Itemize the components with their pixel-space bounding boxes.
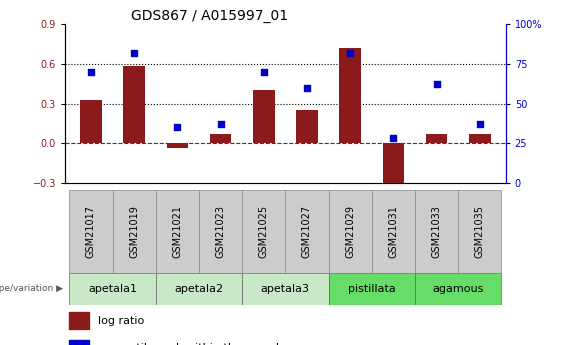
Bar: [210, 134, 231, 143]
Text: GSM21033: GSM21033: [432, 205, 441, 258]
Point: [259, 69, 268, 75]
Bar: [383, 143, 404, 194]
Bar: [167, 143, 188, 148]
Text: GSM21017: GSM21017: [86, 205, 96, 258]
Bar: [328, 273, 415, 305]
Bar: [328, 190, 372, 273]
Point: [302, 85, 311, 90]
Point: [216, 121, 225, 127]
Text: GSM21019: GSM21019: [129, 205, 139, 258]
Point: [86, 69, 95, 75]
Bar: [415, 273, 501, 305]
Bar: [469, 134, 490, 143]
Text: percentile rank within the sample: percentile rank within the sample: [98, 343, 285, 345]
Point: [389, 136, 398, 141]
Point: [173, 125, 182, 130]
Bar: [426, 134, 447, 143]
Bar: [123, 67, 145, 143]
Bar: [296, 110, 318, 143]
Bar: [415, 190, 458, 273]
Bar: [69, 273, 156, 305]
Point: [129, 50, 138, 56]
Text: GSM21025: GSM21025: [259, 205, 269, 258]
Bar: [242, 273, 328, 305]
Text: apetala2: apetala2: [175, 284, 224, 294]
Bar: [458, 190, 501, 273]
Bar: [253, 90, 275, 143]
Text: GDS867 / A015997_01: GDS867 / A015997_01: [131, 9, 288, 23]
Text: GSM21035: GSM21035: [475, 205, 485, 258]
Text: pistillata: pistillata: [348, 284, 396, 294]
Text: log ratio: log ratio: [98, 316, 144, 326]
Bar: [69, 312, 89, 328]
Bar: [372, 190, 415, 273]
Text: GSM21029: GSM21029: [345, 205, 355, 258]
Text: apetala1: apetala1: [88, 284, 137, 294]
Bar: [156, 190, 199, 273]
Bar: [285, 190, 328, 273]
Text: genotype/variation ▶: genotype/variation ▶: [0, 284, 63, 294]
Text: GSM21031: GSM21031: [388, 205, 398, 258]
Text: agamous: agamous: [432, 284, 484, 294]
Text: GSM21023: GSM21023: [215, 205, 225, 258]
Bar: [80, 99, 102, 143]
Text: GSM21021: GSM21021: [172, 205, 182, 258]
Bar: [340, 48, 361, 143]
Text: GSM21027: GSM21027: [302, 205, 312, 258]
Bar: [156, 273, 242, 305]
Bar: [69, 190, 112, 273]
Bar: [199, 190, 242, 273]
Point: [432, 82, 441, 87]
Bar: [112, 190, 156, 273]
Bar: [69, 339, 89, 345]
Point: [346, 50, 355, 56]
Text: apetala3: apetala3: [261, 284, 310, 294]
Bar: [242, 190, 285, 273]
Point: [475, 121, 484, 127]
